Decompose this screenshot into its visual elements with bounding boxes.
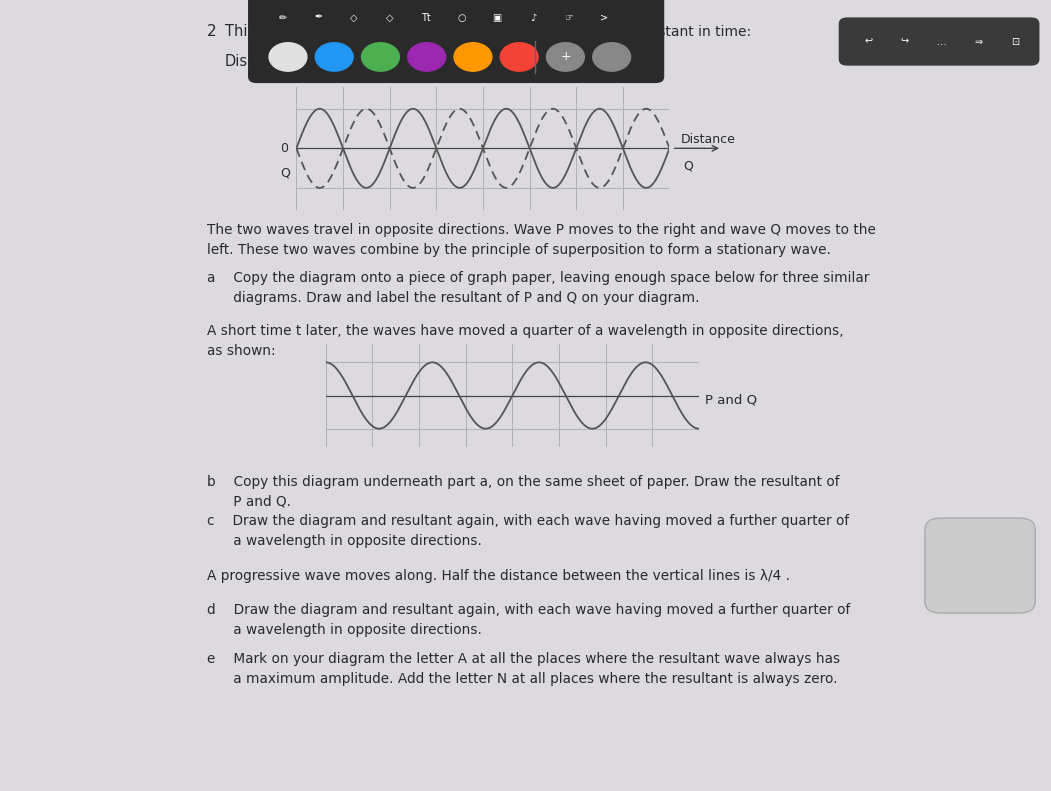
Circle shape bbox=[315, 43, 353, 71]
Text: The two waves travel in opposite directions. Wave P moves to the right and wave : The two waves travel in opposite directi… bbox=[207, 223, 875, 257]
Text: This: This bbox=[225, 25, 255, 39]
Text: d  Draw the diagram and resultant again, with each wave having moved a further q: d Draw the diagram and resultant again, … bbox=[207, 603, 850, 637]
Text: ✏: ✏ bbox=[279, 13, 287, 23]
Circle shape bbox=[547, 43, 584, 71]
FancyBboxPatch shape bbox=[248, 0, 664, 42]
Text: 0: 0 bbox=[280, 142, 288, 155]
Text: Q: Q bbox=[683, 160, 693, 172]
Text: a  Copy the diagram onto a piece of graph paper, leaving enough space below for : a Copy the diagram onto a piece of graph… bbox=[207, 271, 869, 305]
FancyBboxPatch shape bbox=[839, 17, 1039, 66]
Text: Tt: Tt bbox=[420, 13, 431, 23]
Text: Distance: Distance bbox=[681, 133, 736, 146]
FancyBboxPatch shape bbox=[248, 31, 664, 83]
Circle shape bbox=[593, 43, 631, 71]
Text: at one instant in time:: at one instant in time: bbox=[597, 25, 751, 39]
Text: ◇: ◇ bbox=[350, 13, 358, 23]
Circle shape bbox=[269, 43, 307, 71]
Text: ♪: ♪ bbox=[530, 13, 536, 23]
Text: A short time t later, the waves have moved a quarter of a wavelength in opposite: A short time t later, the waves have mov… bbox=[207, 324, 844, 358]
FancyBboxPatch shape bbox=[925, 518, 1035, 613]
Text: ✒: ✒ bbox=[314, 13, 323, 23]
Text: P and Q: P and Q bbox=[705, 394, 758, 407]
Text: ↪: ↪ bbox=[901, 36, 909, 47]
Text: +: + bbox=[560, 51, 571, 63]
Text: ⇒: ⇒ bbox=[974, 36, 983, 47]
Text: Disp: Disp bbox=[225, 55, 257, 69]
Text: 2: 2 bbox=[207, 25, 217, 39]
Text: ○: ○ bbox=[457, 13, 466, 23]
Text: b  Copy this diagram underneath part a, on the same sheet of paper. Draw the res: b Copy this diagram underneath part a, o… bbox=[207, 475, 840, 509]
Text: A progressive wave moves along. Half the distance between the vertical lines is : A progressive wave moves along. Half the… bbox=[207, 569, 790, 583]
Circle shape bbox=[408, 43, 446, 71]
Text: e  Mark on your diagram the letter A at all the places where the resultant wave : e Mark on your diagram the letter A at a… bbox=[207, 652, 840, 686]
Text: c  Draw the diagram and resultant again, with each wave having moved a further q: c Draw the diagram and resultant again, … bbox=[207, 514, 849, 548]
Text: ☞: ☞ bbox=[564, 13, 573, 23]
Text: ▣: ▣ bbox=[493, 13, 501, 23]
Circle shape bbox=[362, 43, 399, 71]
Text: ↩: ↩ bbox=[864, 36, 872, 47]
Circle shape bbox=[500, 43, 538, 71]
Circle shape bbox=[454, 43, 492, 71]
Text: ◇: ◇ bbox=[386, 13, 394, 23]
Text: >: > bbox=[600, 13, 609, 23]
Text: Q: Q bbox=[281, 166, 290, 179]
Text: ⊡: ⊡ bbox=[1011, 36, 1019, 47]
Text: …: … bbox=[936, 36, 947, 47]
